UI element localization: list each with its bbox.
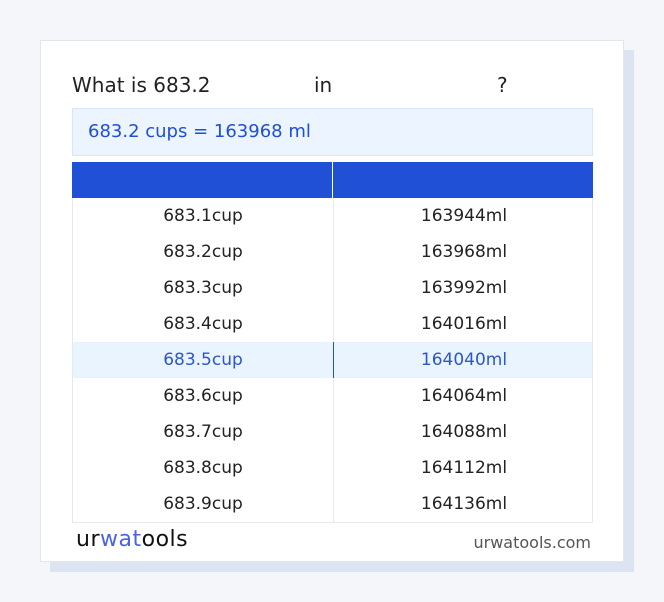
ml-cell: 164040ml (420, 350, 508, 370)
table-row: 683.4cup 164016ml (73, 306, 592, 342)
conversion-table: 683.1cup 163944ml 683.2cup 163968ml 683.3cup… (72, 198, 593, 523)
ml-cell: 164088ml (420, 422, 508, 442)
cups-cell: 683.3cup (73, 270, 334, 306)
cups-cell: 683.5cup (73, 342, 334, 378)
table-row: 683.5cup 164040ml (73, 342, 592, 378)
page-title: What is 683.2 in ? (72, 73, 512, 101)
site-link[interactable]: urwatools.com (473, 533, 592, 552)
logo-text: ools (141, 527, 189, 552)
table-header (72, 162, 593, 198)
header-cell-to (333, 162, 593, 198)
conversion-result: 683.2 cups = 163968 ml (72, 108, 593, 156)
logo-text: ur (76, 527, 100, 552)
cups-cell: 683.6cup (73, 378, 334, 414)
title-suffix: ? (497, 73, 508, 97)
logo-text: wat (100, 527, 142, 552)
table-row: 683.7cup 164088ml (73, 414, 592, 450)
table-row: 683.8cup 164112ml (73, 450, 592, 486)
table-row: 683.1cup 163944ml (73, 198, 592, 234)
cups-cell: 683.7cup (73, 414, 334, 450)
cups-cell: 683.2cup (73, 234, 334, 270)
ml-cell: 164112ml (420, 458, 508, 478)
table-row: 683.6cup 164064ml (73, 378, 592, 414)
table-row: 683.2cup 163968ml (73, 234, 592, 270)
ml-cell: 164136ml (420, 494, 508, 514)
cups-cell: 683.9cup (73, 486, 334, 522)
ml-cell: 164016ml (420, 314, 508, 334)
ml-cell: 163992ml (420, 278, 508, 298)
cups-cell: 683.4cup (73, 306, 334, 342)
header-cell-from (72, 162, 333, 198)
table-row: 683.9cup 164136ml (73, 486, 592, 522)
ml-cell: 163968ml (420, 242, 508, 262)
cups-cell: 683.8cup (73, 450, 334, 486)
ml-cell: 163944ml (420, 206, 508, 226)
table-row: 683.3cup 163992ml (73, 270, 592, 306)
urwatools-logo[interactable]: urwatools (76, 527, 188, 552)
ml-cell: 164064ml (420, 386, 508, 406)
title-middle: in (314, 73, 333, 97)
title-prefix: What is 683.2 (72, 73, 211, 97)
cups-cell: 683.1cup (73, 198, 334, 234)
